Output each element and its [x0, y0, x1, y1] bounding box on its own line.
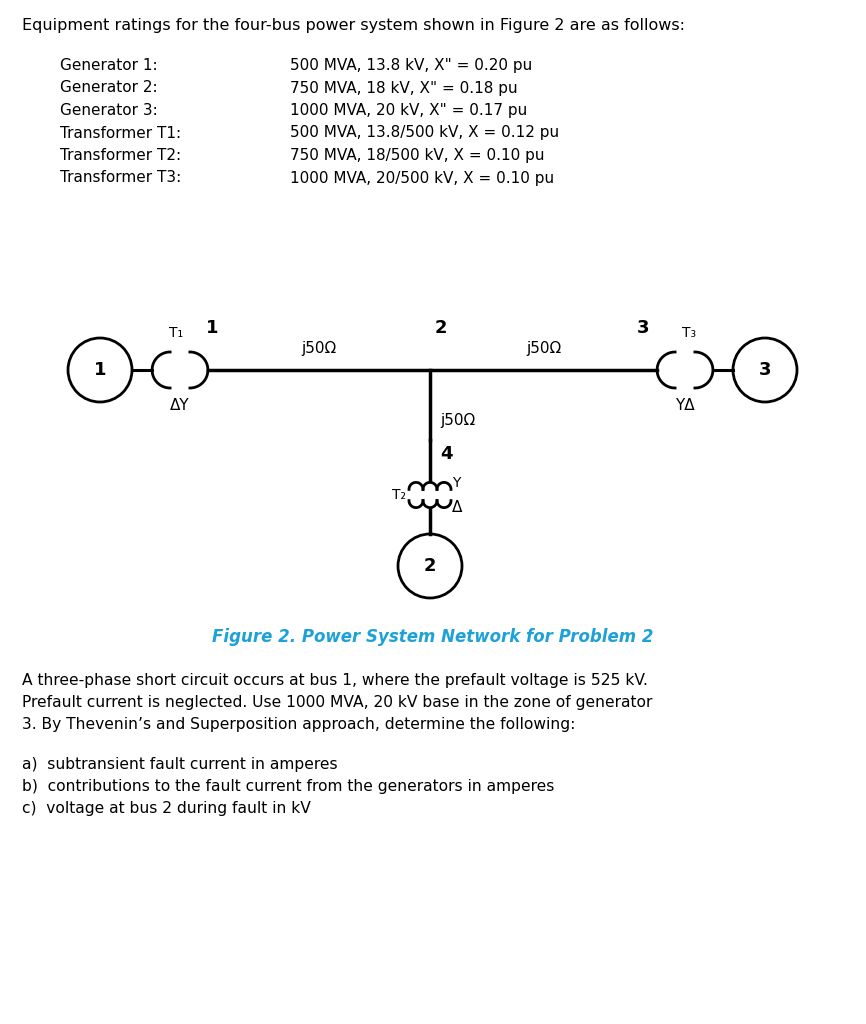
Text: Figure 2. Power System Network for Problem 2: Figure 2. Power System Network for Probl… [212, 628, 654, 646]
Text: j50Ω: j50Ω [301, 341, 337, 356]
Text: 750 MVA, 18 kV, X" = 0.18 pu: 750 MVA, 18 kV, X" = 0.18 pu [290, 81, 518, 95]
Text: b)  contributions to the fault current from the generators in amperes: b) contributions to the fault current fr… [22, 779, 554, 794]
Text: c)  voltage at bus 2 during fault in kV: c) voltage at bus 2 during fault in kV [22, 801, 311, 816]
Text: 1000 MVA, 20 kV, X" = 0.17 pu: 1000 MVA, 20 kV, X" = 0.17 pu [290, 103, 527, 118]
Text: Generator 2:: Generator 2: [60, 81, 158, 95]
Text: 4: 4 [440, 445, 453, 463]
Text: Generator 3:: Generator 3: [60, 103, 158, 118]
Text: Prefault current is neglected. Use 1000 MVA, 20 kV base in the zone of generator: Prefault current is neglected. Use 1000 … [22, 695, 652, 710]
Text: A three-phase short circuit occurs at bus 1, where the prefault voltage is 525 k: A three-phase short circuit occurs at bu… [22, 673, 648, 688]
Text: 3: 3 [759, 361, 772, 379]
Text: Equipment ratings for the four-bus power system shown in Figure 2 are as follows: Equipment ratings for the four-bus power… [22, 18, 685, 33]
Text: 1000 MVA, 20/500 kV, X = 0.10 pu: 1000 MVA, 20/500 kV, X = 0.10 pu [290, 171, 554, 185]
Text: a)  subtransient fault current in amperes⁣: a) subtransient fault current in amperes… [22, 757, 338, 772]
Text: Δ: Δ [452, 500, 462, 514]
Text: Transformer T3:: Transformer T3: [60, 171, 181, 185]
Text: 3. By Thevenin’s and Superposition approach, determine the following:: 3. By Thevenin’s and Superposition appro… [22, 717, 575, 732]
Text: 1: 1 [94, 361, 107, 379]
Text: j50Ω: j50Ω [526, 341, 561, 356]
Text: Transformer T1:: Transformer T1: [60, 126, 181, 140]
Text: 1: 1 [206, 319, 218, 337]
Text: T₂: T₂ [392, 488, 406, 502]
Text: 500 MVA, 13.8 kV, X" = 0.20 pu: 500 MVA, 13.8 kV, X" = 0.20 pu [290, 58, 533, 73]
Text: Y: Y [452, 476, 461, 490]
Text: Generator 1:: Generator 1: [60, 58, 158, 73]
Text: 2: 2 [435, 319, 448, 337]
Text: 500 MVA, 13.8/500 kV, X = 0.12 pu: 500 MVA, 13.8/500 kV, X = 0.12 pu [290, 126, 559, 140]
Text: T₃: T₃ [682, 326, 696, 340]
Text: YΔ: YΔ [675, 398, 695, 413]
Text: 2: 2 [423, 557, 436, 575]
Text: T₁: T₁ [169, 326, 183, 340]
Text: 750 MVA, 18/500 kV, X = 0.10 pu: 750 MVA, 18/500 kV, X = 0.10 pu [290, 148, 545, 163]
Text: Transformer T2:: Transformer T2: [60, 148, 181, 163]
Text: ΔY: ΔY [171, 398, 190, 413]
Text: j50Ω: j50Ω [440, 413, 475, 428]
Text: 3: 3 [637, 319, 650, 337]
